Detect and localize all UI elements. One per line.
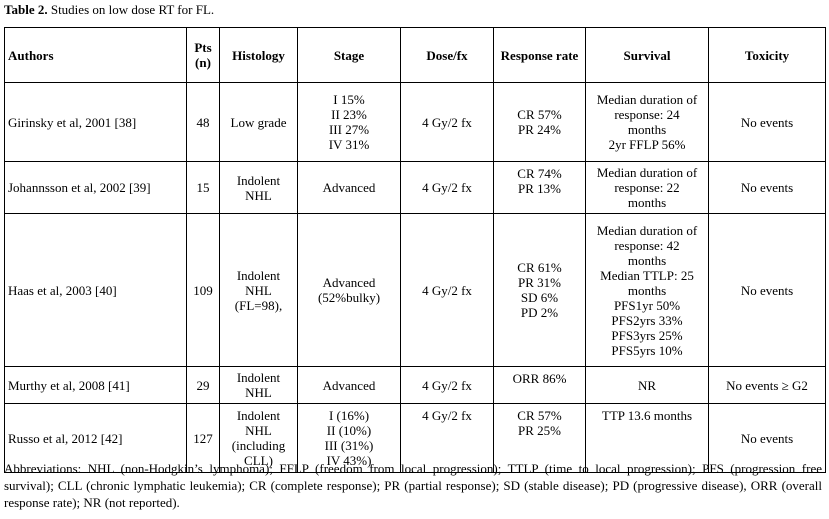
cell-histology: Indolent NHL (FL=98), [219,213,298,367]
header-authors: Authors [4,27,187,83]
studies-table: Authors Pts (n) Histology Stage Dose/fx … [4,27,826,473]
table-row: Haas et al, 2003 [40] 109 Indolent NHL (… [4,213,826,367]
cell-toxicity: No events [708,403,826,473]
table-row: Murthy et al, 2008 [41] 29 Indolent NHL … [4,366,826,404]
cell-survival: TTP 13.6 months [585,403,709,473]
header-dose: Dose/fx [400,27,494,83]
cell-stage: I 15% II 23% III 27% IV 31% [297,82,401,162]
cell-stage: Advanced [297,161,401,214]
header-row: Authors Pts (n) Histology Stage Dose/fx … [4,27,826,83]
cell-toxicity: No events ≥ G2 [708,366,826,404]
table-row: Russo et al, 2012 [42] 127 Indolent NHL … [4,403,826,473]
cell-survival: NR [585,366,709,404]
cell-dose: 4 Gy/2 fx [400,82,494,162]
cell-response: CR 57% PR 24% [493,82,586,162]
cell-pts: 127 [186,403,220,473]
header-toxicity: Toxicity [708,27,826,83]
cell-stage: Advanced [297,366,401,404]
cell-authors: Haas et al, 2003 [40] [4,213,187,367]
abbreviations-note: Abbreviations: NHL (non-Hodgkin’s lympho… [4,461,822,510]
cell-pts: 15 [186,161,220,214]
table-row: Girinsky et al, 2001 [38] 48 Low grade I… [4,82,826,162]
cell-toxicity: No events [708,161,826,214]
header-survival: Survival [585,27,709,83]
table-title: Studies on low dose RT for FL. [47,2,215,17]
cell-authors: Murthy et al, 2008 [41] [4,366,187,404]
cell-stage: Advanced (52%bulky) [297,213,401,367]
cell-authors: Girinsky et al, 2001 [38] [4,82,187,162]
header-stage: Stage [297,27,401,83]
cell-histology: Indolent NHL [219,366,298,404]
cell-dose: 4 Gy/2 fx [400,213,494,367]
table-caption: Table 2. Studies on low dose RT for FL. [4,2,214,18]
cell-response: CR 57% PR 25% [493,403,586,473]
cell-authors: Johannsson et al, 2002 [39] [4,161,187,214]
cell-authors: Russo et al, 2012 [42] [4,403,187,473]
cell-response: CR 74% PR 13% [493,161,586,214]
cell-dose: 4 Gy/2 fx [400,366,494,404]
cell-survival: Median duration of response: 22 months [585,161,709,214]
cell-pts: 29 [186,366,220,404]
cell-stage: I (16%) II (10%) III (31%) IV 43%) [297,403,401,473]
header-histology: Histology [219,27,298,83]
cell-dose: 4 Gy/2 fx [400,403,494,473]
cell-dose: 4 Gy/2 fx [400,161,494,214]
table-row: Johannsson et al, 2002 [39] 15 Indolent … [4,161,826,214]
cell-toxicity: No events [708,82,826,162]
cell-toxicity: No events [708,213,826,367]
cell-histology: Low grade [219,82,298,162]
cell-histology: Indolent NHL [219,161,298,214]
cell-survival: Median duration of response: 42 months M… [585,213,709,367]
header-response: Response rate [493,27,586,83]
cell-pts: 109 [186,213,220,367]
header-pts: Pts (n) [186,27,220,83]
cell-pts: 48 [186,82,220,162]
cell-response: ORR 86% [493,366,586,404]
cell-survival: Median duration of response: 24 months 2… [585,82,709,162]
table-label: Table 2. [4,2,48,17]
cell-response: CR 61% PR 31% SD 6% PD 2% [493,213,586,367]
